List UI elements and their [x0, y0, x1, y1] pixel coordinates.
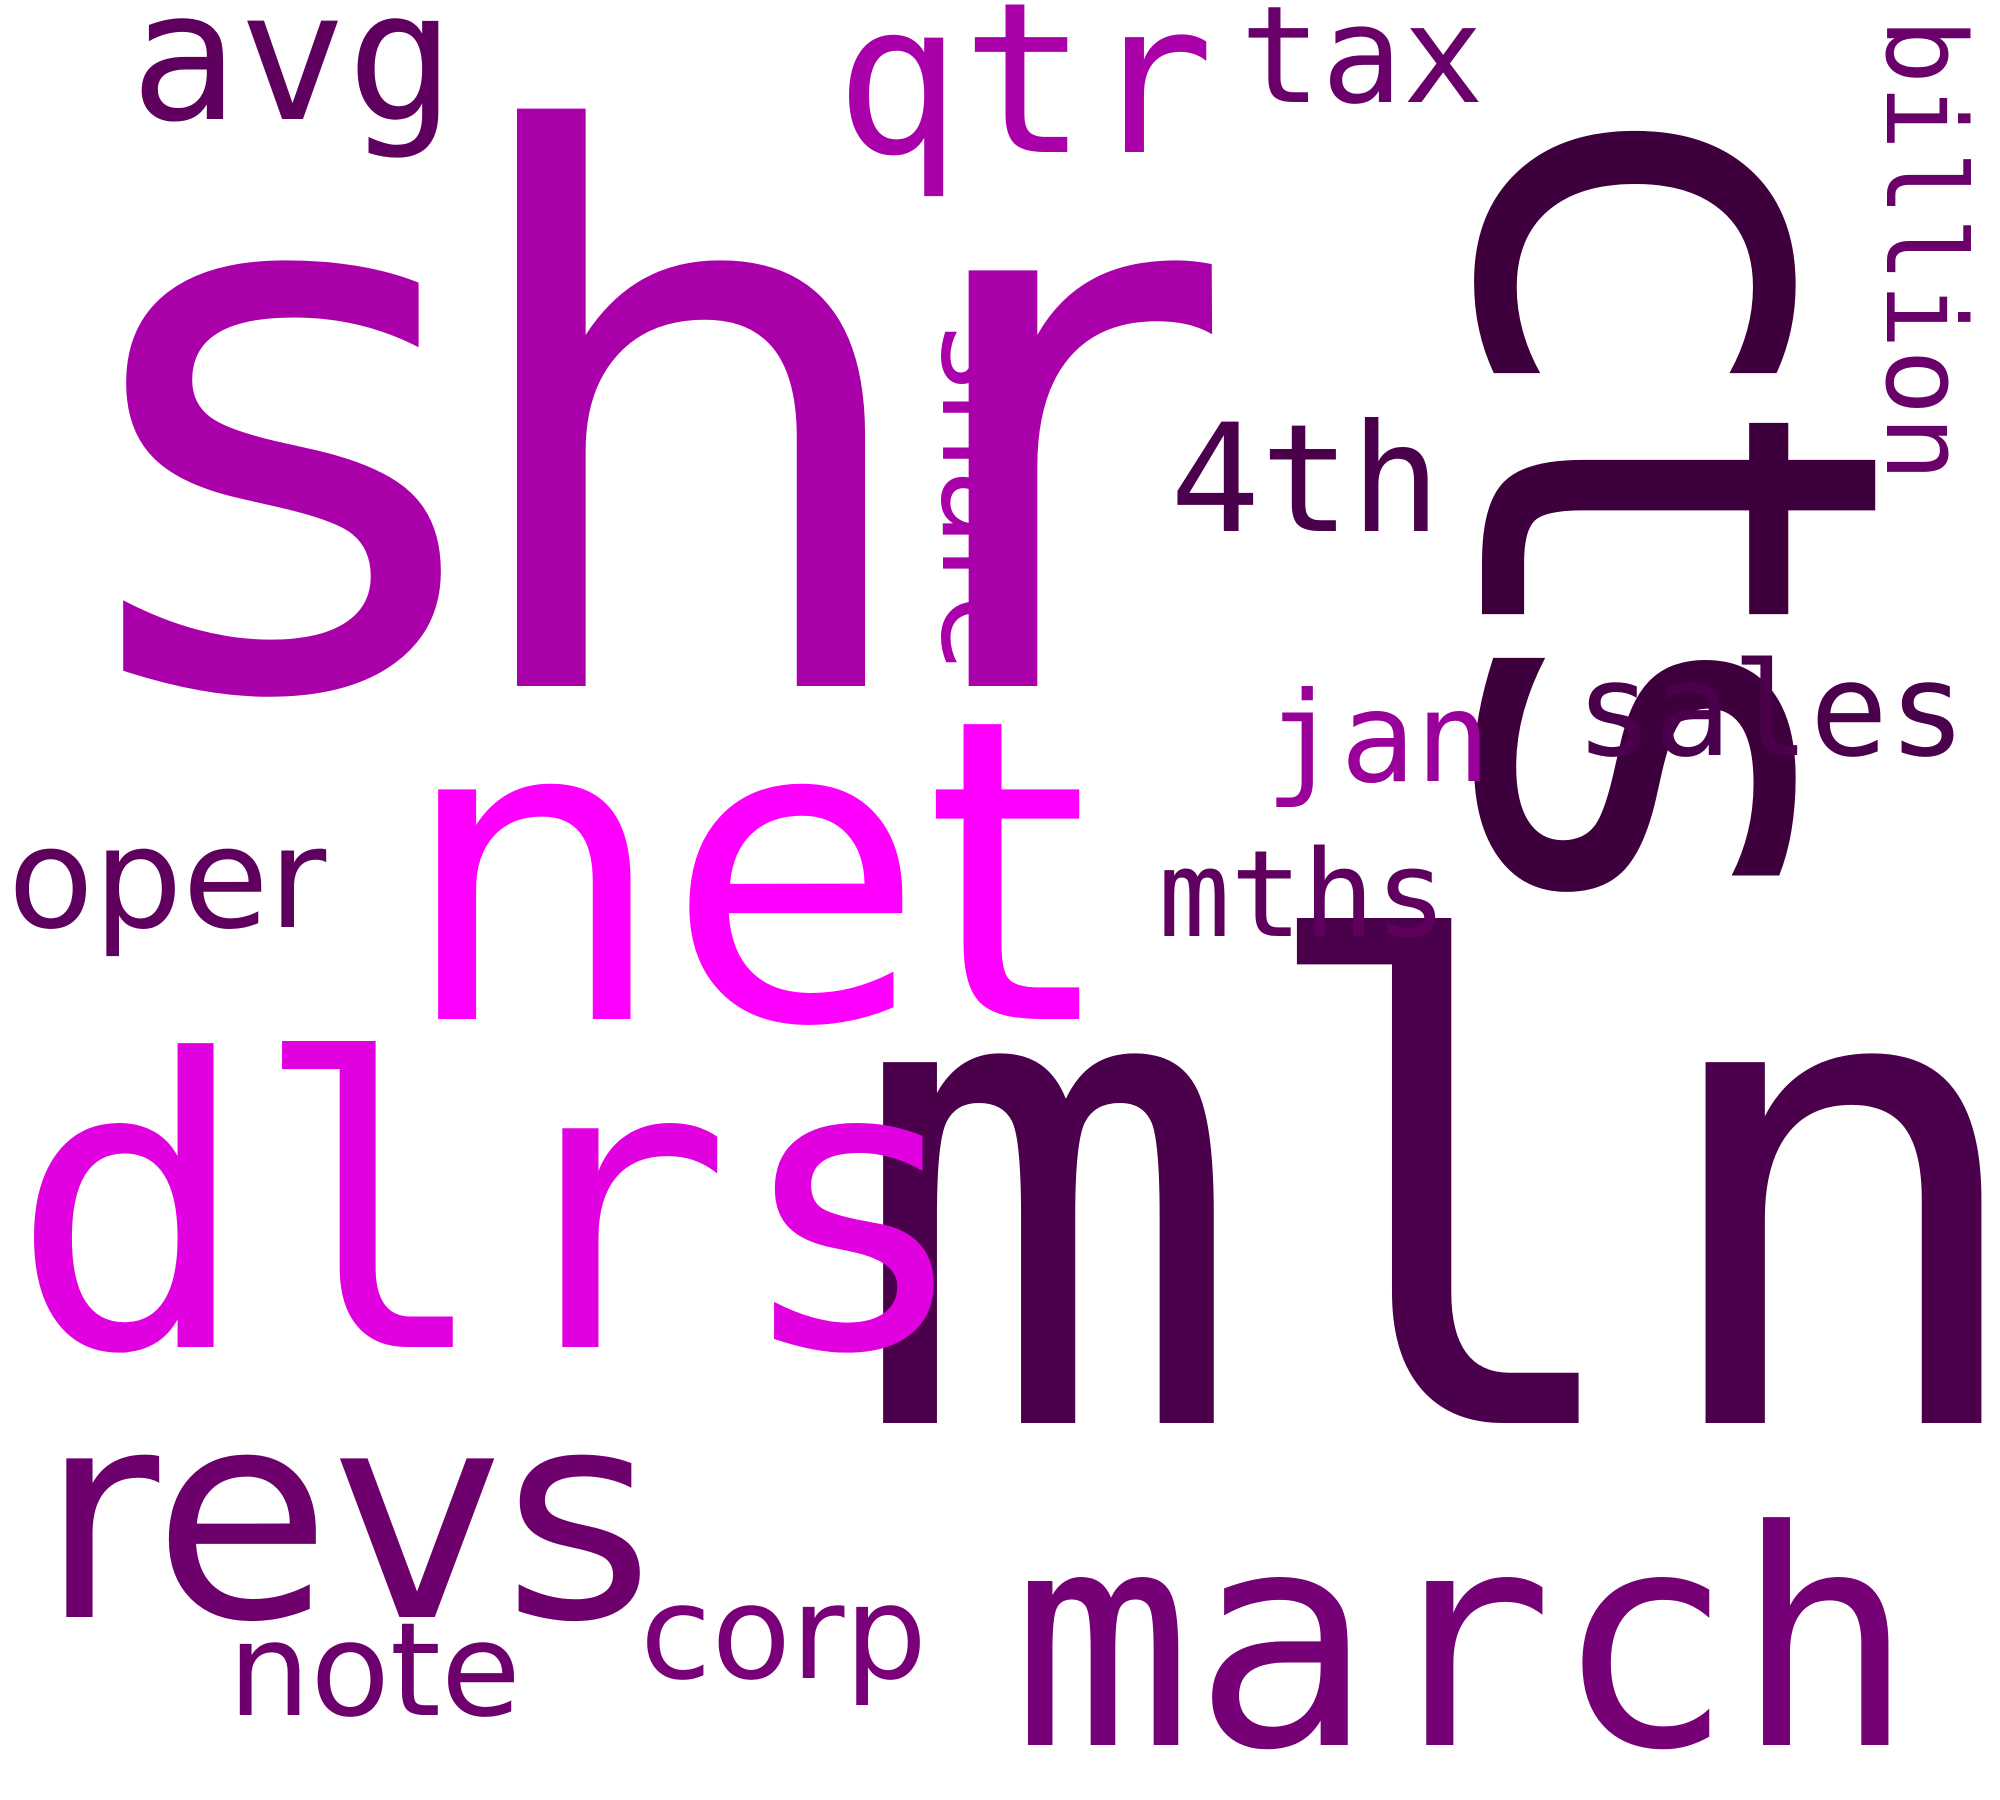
word-qtr: qtr [835, 0, 1215, 202]
word-revs: revs [40, 1349, 654, 1686]
word-note: note [228, 1594, 521, 1746]
word-mln: mln [848, 810, 2000, 1579]
word-dlrs: dlrs [10, 977, 974, 1442]
word-share: share [913, 325, 1058, 672]
word-mths: mths [1158, 826, 1447, 965]
word-jan: jan [1265, 666, 1491, 811]
word-billion: billion [1861, 18, 1989, 482]
word-avg: avg [130, 0, 456, 162]
word-march: march [1012, 1467, 1916, 1800]
word-sales: sales [1575, 634, 1967, 786]
word-4th: 4th [1170, 393, 1441, 567]
word-oper: oper [8, 798, 327, 961]
word-tax: tax [1240, 0, 1484, 134]
word-net: net [400, 630, 1090, 1119]
word-shr: shr [82, 0, 1212, 866]
word-corp: corp [640, 1557, 927, 1709]
